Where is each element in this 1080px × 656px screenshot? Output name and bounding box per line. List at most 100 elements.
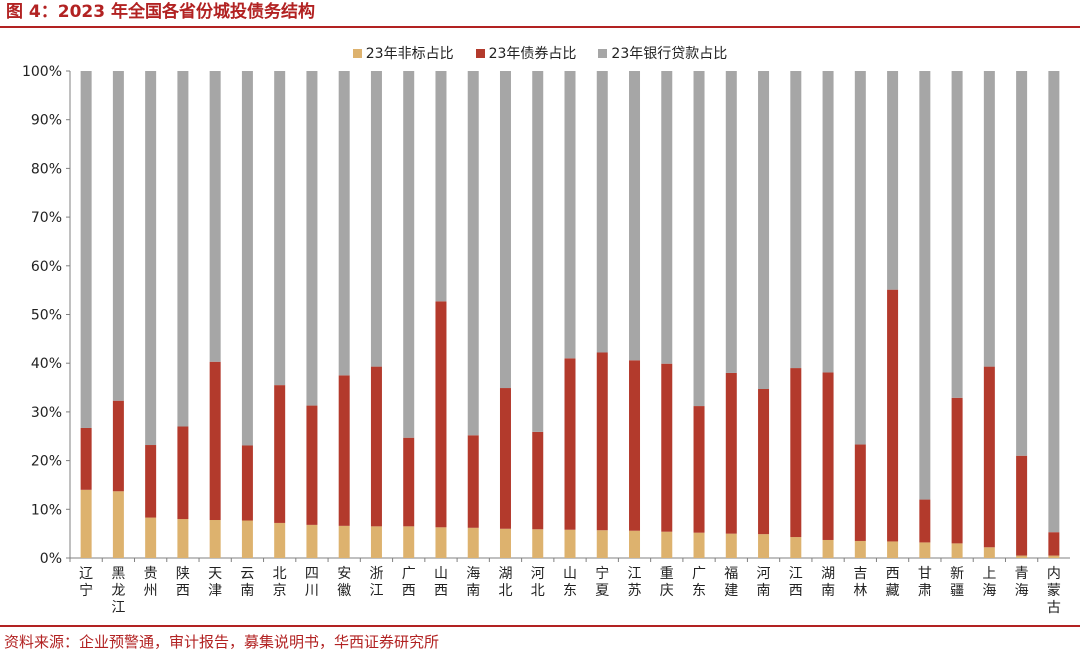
source-rule — [0, 625, 1080, 627]
category-label: 上海 — [982, 566, 996, 599]
category-label: 甘肃 — [918, 566, 932, 599]
legend-label-nonstandard: 23年非标占比 — [365, 46, 454, 62]
bar-segment-bond — [951, 397, 963, 544]
category-label: 海南 — [466, 566, 480, 599]
bar-segment-bond — [80, 427, 92, 490]
bar-segment-nonstandard — [629, 530, 641, 558]
bar-segment-nonstandard — [693, 532, 705, 558]
category-label: 辽宁 — [79, 566, 93, 599]
category-label: 河南 — [757, 566, 771, 599]
y-tick-label: 70% — [31, 210, 62, 226]
bar-segment-bond — [306, 405, 318, 525]
category-label: 云南 — [240, 566, 254, 599]
bar-segment-bank — [403, 71, 415, 438]
category-label: 江西 — [789, 566, 803, 599]
bar-segment-bank — [758, 71, 770, 390]
legend-item-nonstandard: 23年非标占比 — [352, 43, 454, 63]
category-label: 宁夏 — [595, 565, 609, 599]
y-tick-label: 10% — [31, 502, 62, 518]
category-label: 湖南 — [821, 566, 835, 599]
legend-swatch-bond — [475, 48, 485, 58]
bar-segment-bond — [854, 444, 866, 541]
bar-segment-bond — [1048, 532, 1060, 556]
category-label: 内蒙古 — [1047, 566, 1061, 616]
bar-segment-bank — [145, 71, 157, 446]
category-label: 贵州 — [144, 566, 158, 599]
category-label: 广东 — [692, 566, 706, 599]
bar-segment-nonstandard — [112, 491, 124, 558]
bar-segment-bond — [435, 301, 447, 528]
bar-segment-nonstandard — [306, 524, 318, 558]
bar-segment-bank — [596, 71, 608, 353]
category-label: 河北 — [531, 566, 545, 599]
category-label: 安徽 — [337, 566, 351, 599]
bar-segment-bond — [983, 366, 995, 548]
legend-label-bank: 23年银行贷款占比 — [611, 46, 728, 62]
y-tick-label: 80% — [31, 161, 62, 177]
bar-segment-nonstandard — [1016, 555, 1028, 558]
legend-item-bank: 23年银行贷款占比 — [598, 43, 727, 63]
bar-segment-bank — [661, 71, 673, 364]
bar-segment-nonstandard — [951, 543, 963, 558]
category-label: 湖北 — [498, 566, 512, 599]
bar-segment-nonstandard — [241, 520, 253, 558]
bar-segment-nonstandard — [435, 527, 447, 558]
bar-segment-bank — [209, 71, 221, 362]
legend-label-bond: 23年债券占比 — [488, 46, 577, 62]
bar-segment-bank — [822, 71, 834, 373]
category-label: 浙江 — [369, 566, 383, 599]
bar-segment-nonstandard — [919, 542, 931, 558]
bar-segment-nonstandard — [790, 537, 802, 558]
bar-segment-bank — [274, 71, 286, 386]
bar-segment-bond — [564, 358, 576, 530]
stacked-bar-chart: 0% 10% 20% 30% 40% 50% 60% 70% 80% 90% 100% 辽宁 黑龙江 贵州… — [22, 64, 1070, 616]
bar-segment-bank — [80, 71, 92, 428]
bar-segment-nonstandard — [887, 541, 899, 558]
bar-segment-nonstandard — [1048, 555, 1060, 558]
legend-swatch-bank — [598, 48, 608, 58]
bar-segment-bond — [629, 360, 641, 531]
category-label: 福建 — [724, 566, 738, 599]
bar-segment-bond — [919, 499, 931, 543]
bar-segment-bond — [145, 445, 157, 518]
y-tick-label: 90% — [31, 113, 62, 129]
bar-segment-nonstandard — [274, 522, 286, 558]
y-tick-label: 100% — [22, 64, 62, 80]
y-tick-label: 50% — [31, 308, 62, 324]
source-note: 资料来源：企业预警通，审计报告，募集说明书，华西证券研究所 — [4, 633, 440, 651]
category-label: 江苏 — [628, 566, 642, 599]
bar-segment-bank — [435, 71, 447, 302]
bar-segment-bond — [661, 363, 673, 532]
bar-segment-bank — [629, 71, 641, 361]
legend-item-bond: 23年债券占比 — [475, 43, 577, 63]
bar-segment-bank — [1016, 71, 1028, 456]
y-tick-label: 30% — [31, 405, 62, 421]
bar-segment-bond — [693, 406, 705, 533]
bar-segment-nonstandard — [338, 525, 350, 558]
bar-segment-nonstandard — [725, 533, 737, 558]
bar-segment-bank — [1048, 71, 1060, 533]
category-label: 重庆 — [660, 566, 674, 599]
bar-segment-bank — [338, 71, 350, 376]
category-label: 吉林 — [853, 566, 867, 599]
bar-segment-bond — [274, 385, 286, 523]
category-label: 新疆 — [950, 566, 964, 599]
bar-segment-bond — [112, 400, 124, 492]
bar-segment-nonstandard — [822, 539, 834, 558]
bar-segment-bond — [338, 375, 350, 526]
bar-segment-nonstandard — [661, 531, 673, 558]
bar-segment-bond — [467, 435, 479, 528]
bar-segment-nonstandard — [596, 530, 608, 558]
bar-segment-bond — [532, 431, 544, 530]
bar-segment-bank — [532, 71, 544, 432]
bar-segment-nonstandard — [532, 529, 544, 558]
bar-segment-bank — [854, 71, 866, 445]
bar-segment-bond — [887, 289, 899, 542]
category-label: 山东 — [563, 566, 577, 599]
chart-legend: 23年非标占比 23年债券占比 23年银行贷款占比 — [0, 42, 1080, 64]
chart-title: 图 4：2023 年全国各省份城投债务结构 — [6, 2, 315, 22]
bar-segment-bond — [177, 426, 189, 520]
bar-segment-bank — [951, 71, 963, 398]
category-label: 黑龙江 — [111, 566, 125, 616]
bar-segment-bond — [822, 372, 834, 540]
